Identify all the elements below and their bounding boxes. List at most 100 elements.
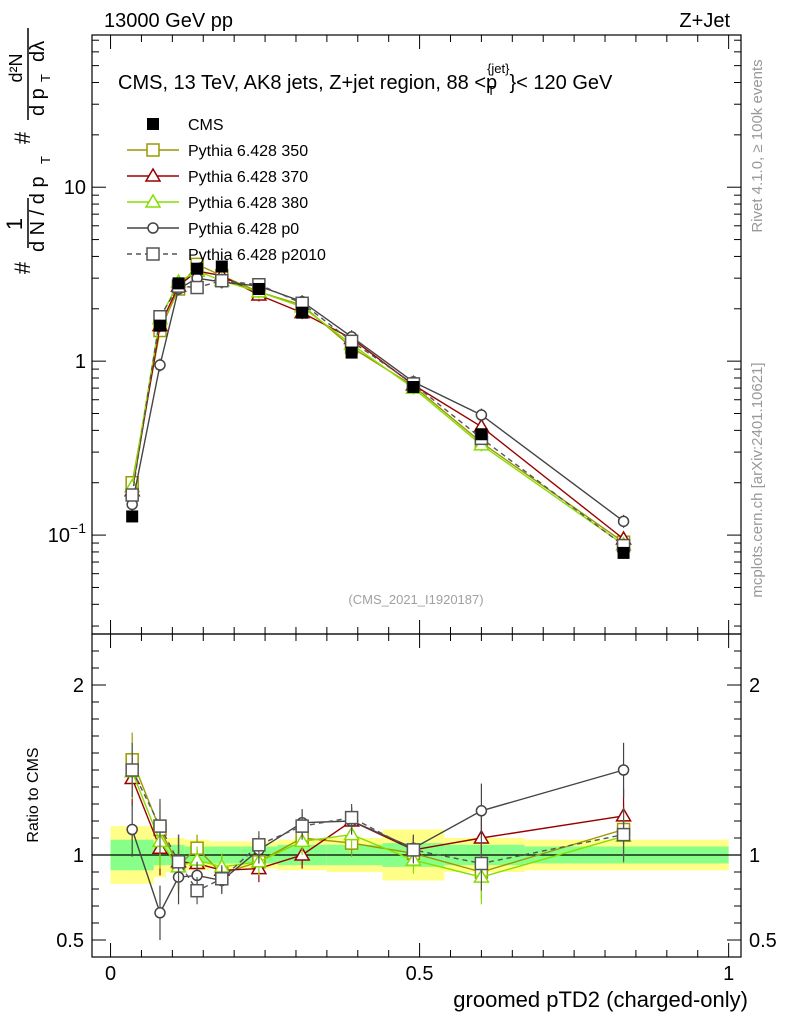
series-data xyxy=(126,260,630,559)
main-ytick-base: 10 xyxy=(64,177,86,199)
legend-label-p380: Pythia 6.428 380 xyxy=(188,195,308,212)
ratio-ytick-label: 0.5 xyxy=(56,930,84,952)
mcplots-label: mcplots.cern.ch [arXiv:2401.10621] xyxy=(749,362,766,597)
point-p2010 xyxy=(344,334,359,349)
series-p350 xyxy=(125,257,631,549)
legend-item-p380: Pythia 6.428 380 xyxy=(127,193,308,212)
ratio-point-p380 xyxy=(293,832,311,848)
main-ytick-base: 1 xyxy=(75,351,86,373)
xtick-label: 1 xyxy=(723,963,734,985)
ratio-line-p2010 xyxy=(131,769,624,892)
rivet-label: Rivet 4.1.0, ≥ 100k events xyxy=(749,59,766,232)
series-line-p370 xyxy=(131,270,625,540)
point-p0 xyxy=(617,515,630,528)
legend: CMS Pythia 6.428 350 Pythia 6.428 370 Pythi… xyxy=(127,117,326,264)
ylabel-T2: T xyxy=(38,74,53,82)
ratio-point-p2010 xyxy=(171,855,186,869)
ratio-point-p2010 xyxy=(616,827,631,842)
legend-item-p2010: Pythia 6.428 p2010 xyxy=(127,247,326,264)
ratio-point-p2010 xyxy=(153,819,167,833)
ratio-ytick-label-right: 1 xyxy=(749,845,760,867)
ratio-point-p2010 xyxy=(125,763,139,777)
point-data xyxy=(126,510,139,523)
series-line-p2010 xyxy=(131,279,625,547)
main-ytick-base: 10 xyxy=(48,525,70,547)
ratio-point-p0 xyxy=(475,805,488,817)
series-p380 xyxy=(123,262,632,552)
ratio-point-p0 xyxy=(154,907,166,919)
ratio-point-p2010 xyxy=(190,883,204,898)
point-data xyxy=(215,260,228,273)
ratio-frame xyxy=(91,633,742,958)
main-series xyxy=(123,257,632,559)
legend-marker-p2010 xyxy=(146,247,160,261)
ylabel-hash2: # xyxy=(10,131,35,144)
ylabel-d2N: d²N xyxy=(6,53,26,82)
header-right: Z+Jet xyxy=(679,10,730,32)
ratio-point-p2010 xyxy=(215,872,229,886)
point-data xyxy=(191,262,204,275)
main-ylabel: # 1 d N / d p T # d²N d p T dλ xyxy=(2,28,53,274)
series-p370 xyxy=(123,262,632,546)
ratio-ytick-label-right: 0.5 xyxy=(749,930,777,952)
header-left: 13000 GeV pp xyxy=(104,10,233,32)
ratio-point-p2010 xyxy=(295,819,309,833)
point-data xyxy=(296,306,309,319)
ylabel-T1: T xyxy=(38,156,53,164)
ratio-point-p2010 xyxy=(252,838,266,852)
point-data xyxy=(172,277,185,290)
point-data xyxy=(252,282,265,295)
main-ytick-label: 10 xyxy=(64,177,86,199)
ratio-point-p0 xyxy=(617,764,630,776)
point-data xyxy=(153,319,166,332)
point-p2010 xyxy=(215,273,229,288)
series-line-p380 xyxy=(131,270,625,546)
ylabel-hash1: # xyxy=(10,261,35,274)
ratio-point-p2010 xyxy=(406,843,421,857)
legend-marker-p0 xyxy=(147,222,159,234)
series-p2010 xyxy=(125,273,631,553)
title-sup: {jet} xyxy=(487,61,510,76)
point-data xyxy=(407,381,420,394)
main-ytick-label: 10−1 xyxy=(48,520,86,547)
legend-item-p0: Pythia 6.428 p0 xyxy=(127,221,299,238)
point-p2010 xyxy=(190,280,204,295)
legend-marker-p370 xyxy=(144,167,162,182)
ratio-point-p2010 xyxy=(474,856,489,871)
legend-marker-p380 xyxy=(144,193,162,208)
analysis-watermark: (CMS_2021_I1920187) xyxy=(348,592,483,607)
legend-marker-p350 xyxy=(146,143,160,157)
legend-label-p370: Pythia 6.428 370 xyxy=(188,169,308,186)
ratio-point-p0 xyxy=(126,823,138,836)
point-data xyxy=(345,346,358,359)
series-line-p0 xyxy=(131,277,625,522)
xlabel: groomed pTD2 (charged-only) xyxy=(453,987,748,1012)
ylabel-one: 1 xyxy=(2,218,27,230)
ratio-series xyxy=(123,732,632,940)
ylabel-dN: d N / d p xyxy=(27,176,49,252)
main-ytick-label: 1 xyxy=(75,351,86,373)
ratio-ytick-label-right: 2 xyxy=(749,675,760,697)
main-title: CMS, 13 TeV, AK8 jets, Z+jet region, 88 … xyxy=(118,61,613,98)
point-p0 xyxy=(475,409,488,421)
ratio-ytick-label: 1 xyxy=(73,845,84,867)
point-p0 xyxy=(154,359,166,371)
legend-label-data: CMS xyxy=(188,117,224,134)
legend-item-p350: Pythia 6.428 350 xyxy=(127,143,308,160)
ratio-series-p2010 xyxy=(125,742,631,905)
point-data xyxy=(475,428,488,441)
xtick-label: 0 xyxy=(105,963,116,985)
point-p2010 xyxy=(125,488,139,502)
legend-item-data: CMS xyxy=(147,117,224,134)
legend-item-p370: Pythia 6.428 370 xyxy=(127,167,308,186)
title-post: }< 120 GeV xyxy=(510,72,614,94)
ratio-ylabel: Ratio to CMS xyxy=(25,747,42,842)
legend-label-p0: Pythia 6.428 p0 xyxy=(188,221,299,238)
ratio-ytick-label: 2 xyxy=(73,675,84,697)
ratio-point-p2010 xyxy=(344,810,359,825)
series-line-p350 xyxy=(131,263,625,543)
xtick-label: 0.5 xyxy=(406,963,434,985)
legend-marker-data xyxy=(147,118,159,130)
title-pre: CMS, 13 TeV, AK8 jets, Z+jet region, 88 … xyxy=(118,72,497,94)
